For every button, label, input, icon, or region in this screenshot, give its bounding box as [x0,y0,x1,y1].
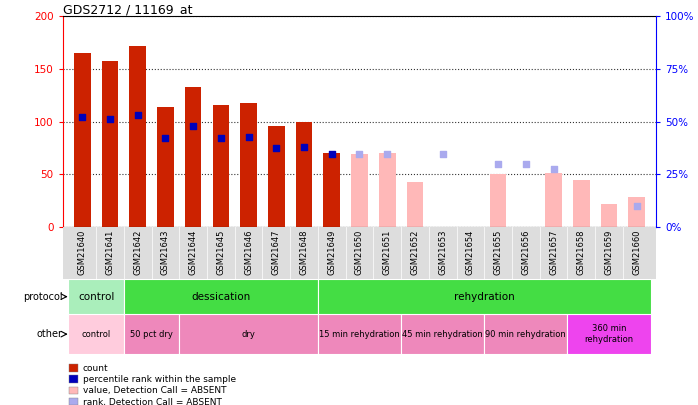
Bar [318,279,651,314]
Text: control: control [82,330,111,339]
Bar [318,314,401,354]
Text: GSM21652: GSM21652 [410,229,419,275]
Bar [157,107,174,227]
Bar [490,174,507,227]
Text: 45 min rehydration: 45 min rehydration [402,330,483,339]
Text: 90 min rehydration: 90 min rehydration [485,330,566,339]
Text: GSM21640: GSM21640 [77,229,87,275]
Text: GSM21658: GSM21658 [577,229,586,275]
Bar [351,154,368,227]
Legend: count, percentile rank within the sample, value, Detection Call = ABSENT, rank, : count, percentile rank within the sample… [67,362,237,405]
Point [520,160,531,167]
Bar [601,204,617,227]
Text: 360 min
rehydration: 360 min rehydration [584,324,634,344]
Bar [68,279,124,314]
Point [493,160,504,167]
Text: GSM21641: GSM21641 [105,229,114,275]
Text: GSM21650: GSM21650 [355,229,364,275]
Bar [379,153,396,227]
Text: GSM21647: GSM21647 [272,229,281,275]
Bar [323,153,340,227]
Text: GSM21642: GSM21642 [133,229,142,275]
Text: 15 min rehydration: 15 min rehydration [319,330,400,339]
Text: 50 pct dry: 50 pct dry [130,330,173,339]
Text: GSM21651: GSM21651 [383,229,392,275]
Point [243,134,254,141]
Text: GSM21659: GSM21659 [604,229,614,275]
Point [271,145,282,151]
Text: GSM21654: GSM21654 [466,229,475,275]
Bar [212,104,229,227]
Bar [401,314,484,354]
Point [188,122,199,129]
Text: dessication: dessication [191,292,251,302]
Bar [296,122,312,227]
Bar [573,181,590,227]
Bar [124,279,318,314]
Text: GSM21646: GSM21646 [244,229,253,275]
Point [299,143,310,150]
Point [631,202,642,209]
Bar [74,53,91,227]
Bar [628,197,645,227]
Bar [124,314,179,354]
Point [132,112,143,118]
Text: rehydration: rehydration [454,292,514,302]
Text: GSM21653: GSM21653 [438,229,447,275]
Point [437,151,448,158]
Text: protocol: protocol [22,292,62,302]
Text: GSM21660: GSM21660 [632,229,641,275]
Text: other: other [36,329,62,339]
Text: GSM21645: GSM21645 [216,229,225,275]
Text: dry: dry [242,330,255,339]
Point [160,135,171,142]
Point [382,151,393,158]
Bar [567,314,651,354]
Point [77,114,88,121]
Bar [484,314,567,354]
Bar [185,87,202,227]
Text: control: control [78,292,114,302]
Text: GSM21655: GSM21655 [493,229,503,275]
Bar [129,46,146,227]
Point [326,151,337,158]
Bar [407,181,423,227]
Point [105,116,116,123]
Bar [240,102,257,227]
Text: GDS2712 / 11169_at: GDS2712 / 11169_at [63,3,193,16]
Point [548,166,559,172]
Text: GSM21649: GSM21649 [327,229,336,275]
Text: GSM21643: GSM21643 [161,229,170,275]
Text: GSM21644: GSM21644 [188,229,198,275]
Point [354,151,365,158]
Text: GSM21656: GSM21656 [521,229,530,275]
Bar [68,314,124,354]
Bar [179,314,318,354]
Bar [268,126,285,227]
Text: GSM21657: GSM21657 [549,229,558,275]
Point [215,135,226,142]
Bar [102,62,118,227]
Text: GSM21648: GSM21648 [299,229,309,275]
Bar [545,173,562,227]
